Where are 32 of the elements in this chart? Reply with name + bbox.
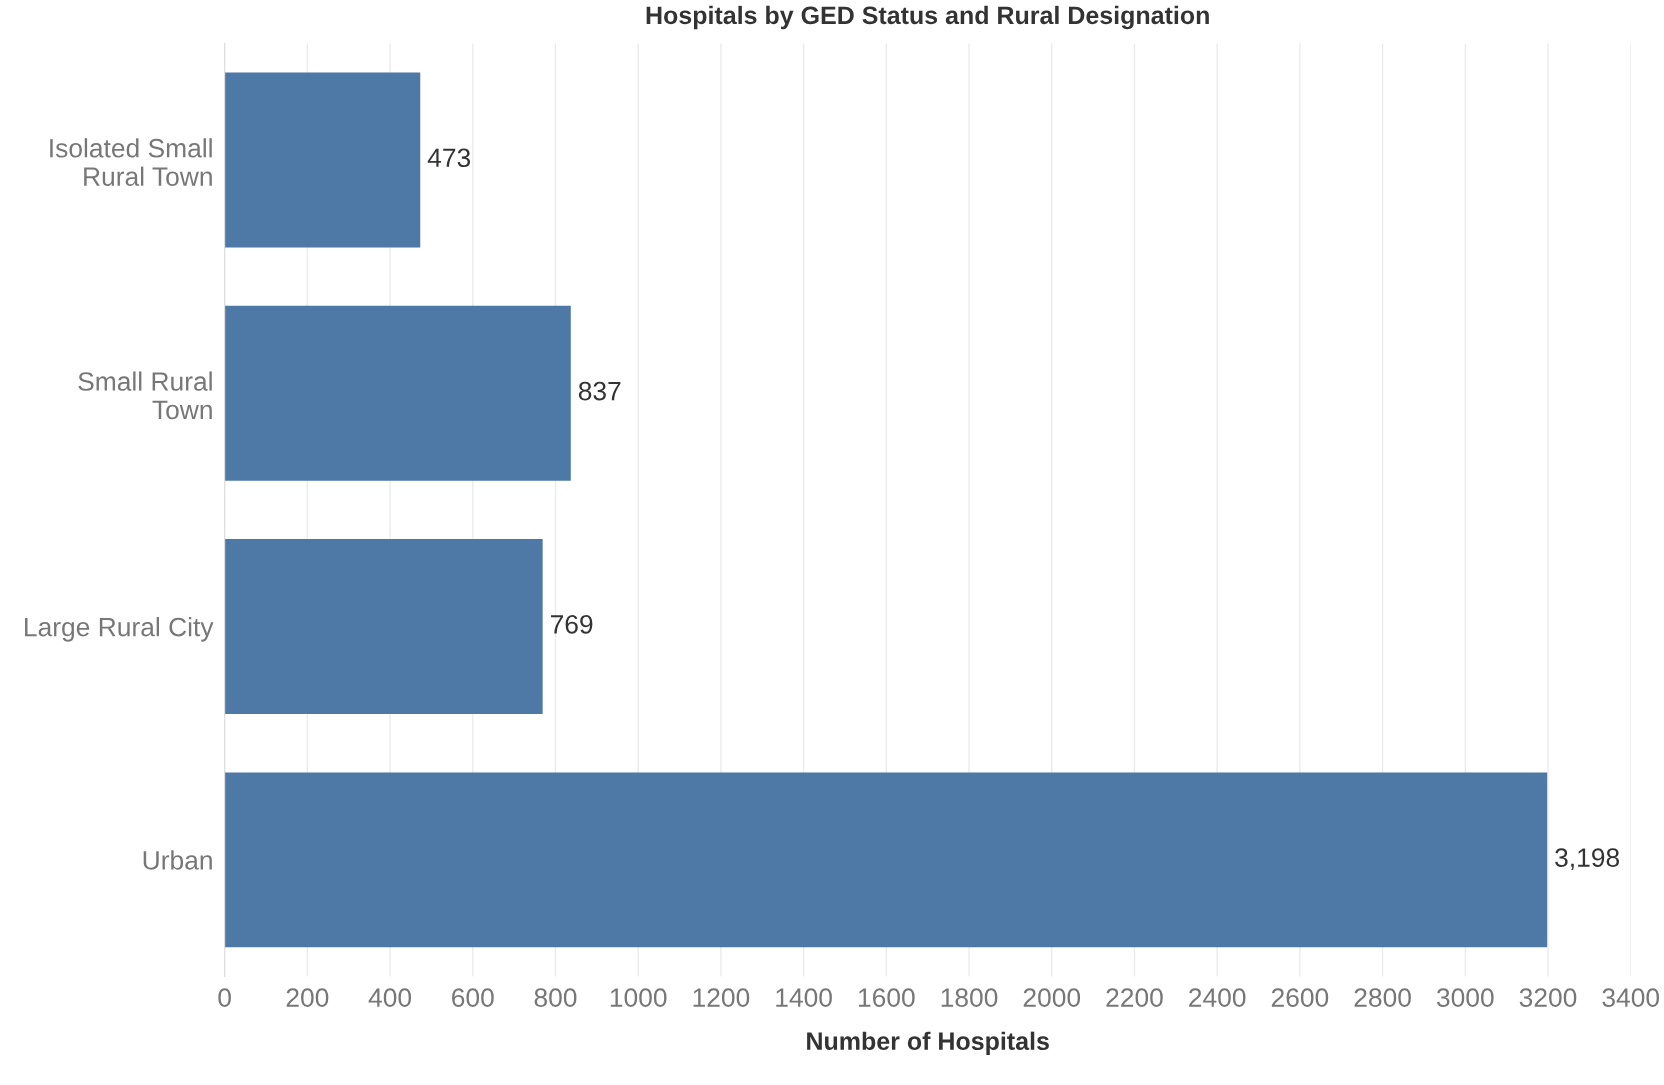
x-tick-label: 3000 (1436, 988, 1494, 1007)
y-tick-label: Large Rural City (25, 617, 214, 642)
x-tick-label: 1800 (941, 988, 998, 1007)
bar (224, 539, 543, 715)
data-label: 837 (578, 381, 621, 401)
x-tick-label: 2200 (1106, 988, 1163, 1007)
x-tick-label: 3200 (1519, 988, 1577, 1007)
x-tick-label: 1400 (776, 988, 832, 1007)
bar (224, 72, 421, 248)
x-tick-label: 2400 (1189, 988, 1246, 1007)
y-tick-label: Urban (143, 850, 212, 870)
x-tick-label: 400 (368, 988, 412, 1007)
x-tick-label: 800 (534, 988, 577, 1007)
x-tick-label: 2600 (1271, 988, 1329, 1007)
bar (224, 772, 1548, 948)
x-tick-label: 1600 (858, 988, 915, 1007)
bar (224, 305, 571, 481)
x-tick-label: 0 (218, 988, 231, 1007)
data-label: 473 (427, 148, 471, 168)
x-tick-label: 2800 (1354, 988, 1411, 1007)
x-tick-label: 3400 (1602, 988, 1660, 1007)
x-axis-title: Number of Hospitals (807, 1031, 1049, 1055)
x-tick-label: 600 (452, 988, 494, 1007)
x-tick-label: 200 (286, 988, 329, 1007)
x-tick-label: 1200 (693, 988, 750, 1007)
data-label: 769 (550, 614, 593, 634)
x-tick-label: 2000 (1023, 988, 1081, 1007)
y-tick-label: Isolated Small Rural Town (50, 138, 212, 186)
y-tick-label: Small Rural Town (78, 371, 212, 420)
data-label: 3,198 (1555, 848, 1620, 871)
chart-title: Hospitals by GED Status and Rural Designation (646, 5, 1209, 30)
x-tick-label: 1000 (610, 988, 667, 1007)
